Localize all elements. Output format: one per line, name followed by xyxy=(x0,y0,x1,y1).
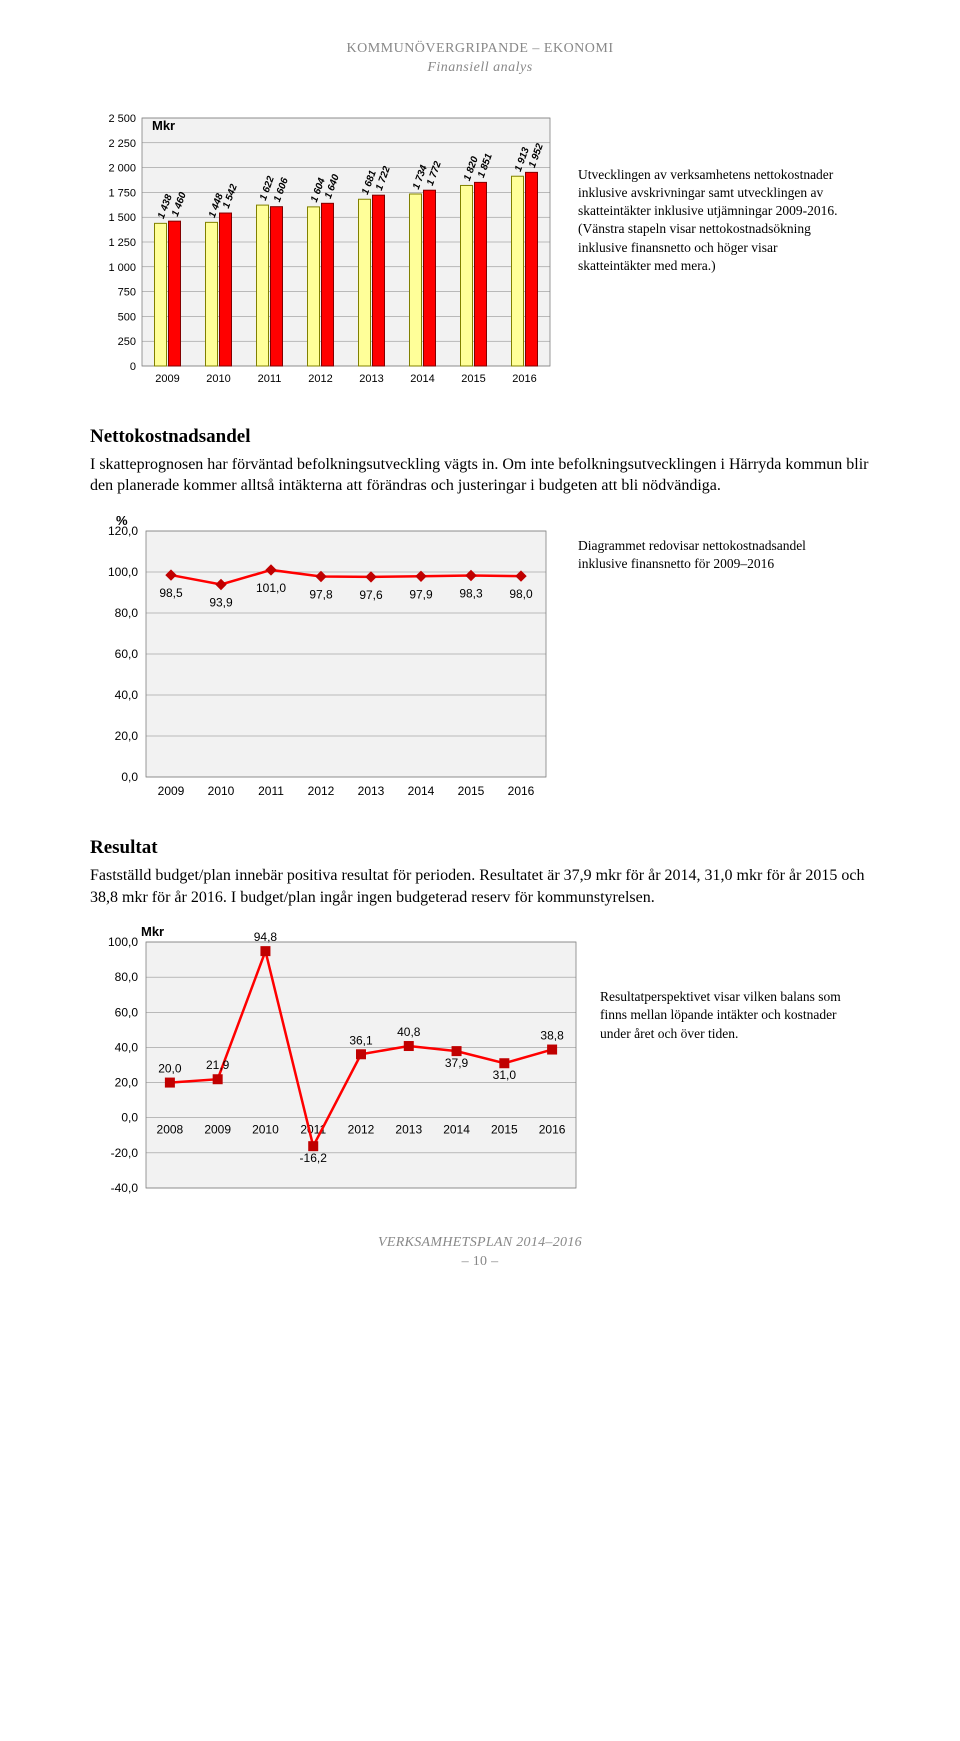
svg-text:2016: 2016 xyxy=(512,373,536,385)
svg-text:20,0: 20,0 xyxy=(115,1076,139,1090)
header-line1: KOMMUNÖVERGRIPANDE – EKONOMI xyxy=(90,40,870,59)
svg-text:98,3: 98,3 xyxy=(459,586,483,600)
svg-text:37,9: 37,9 xyxy=(445,1056,469,1070)
svg-text:2009: 2009 xyxy=(158,784,185,798)
svg-text:2016: 2016 xyxy=(539,1123,566,1137)
resultat-heading: Resultat xyxy=(90,837,870,859)
svg-text:2015: 2015 xyxy=(491,1123,518,1137)
chart2-caption: Diagrammet redovisar nettokostnadsandel … xyxy=(578,507,848,573)
svg-text:2012: 2012 xyxy=(308,373,332,385)
svg-text:80,0: 80,0 xyxy=(115,606,139,620)
svg-text:20,0: 20,0 xyxy=(158,1062,182,1076)
svg-text:0,0: 0,0 xyxy=(121,1111,138,1125)
svg-text:98,5: 98,5 xyxy=(159,586,183,600)
svg-text:2015: 2015 xyxy=(458,784,485,798)
chart2-row: 0,020,040,060,080,0100,0120,0%2009201020… xyxy=(90,507,870,807)
svg-text:2011: 2011 xyxy=(258,373,282,385)
svg-text:2014: 2014 xyxy=(408,784,435,798)
svg-text:2013: 2013 xyxy=(359,373,383,385)
svg-text:2014: 2014 xyxy=(443,1123,470,1137)
chart1: 0 250 500 750 1 000 1 250 1 500 1 750 2 000 2 250… xyxy=(90,106,560,396)
chart3-caption: Resultatperspektivet visar vilken balans… xyxy=(600,918,870,1043)
svg-text:-40,0: -40,0 xyxy=(111,1181,139,1195)
svg-text:98,0: 98,0 xyxy=(509,587,533,601)
svg-text:2 250: 2 250 xyxy=(108,138,136,150)
svg-text:2014: 2014 xyxy=(410,373,434,385)
svg-text:97,8: 97,8 xyxy=(309,587,333,601)
svg-text:20,0: 20,0 xyxy=(115,729,139,743)
chart3-row: -40,0 -20,0 0,0 20,0 40,0 60,0 80,0 100,0Mkr 200… xyxy=(90,918,870,1198)
svg-text:0,0: 0,0 xyxy=(121,770,138,784)
chart2: 0,020,040,060,080,0100,0120,0%2009201020… xyxy=(90,507,560,807)
svg-text:101,0: 101,0 xyxy=(256,581,286,595)
chart1-row: 0 250 500 750 1 000 1 250 1 500 1 750 2 000 2 250… xyxy=(90,106,870,396)
svg-text:21,9: 21,9 xyxy=(206,1058,230,1072)
chart1-caption: Utvecklingen av verksamhetens netto­kost… xyxy=(578,106,848,275)
svg-text:2009: 2009 xyxy=(204,1123,231,1137)
svg-text:2012: 2012 xyxy=(308,784,335,798)
svg-text:250: 250 xyxy=(118,336,136,348)
svg-text:2015: 2015 xyxy=(461,373,485,385)
svg-text:500: 500 xyxy=(118,311,136,323)
svg-text:2016: 2016 xyxy=(508,784,535,798)
svg-text:93,9: 93,9 xyxy=(209,595,233,609)
svg-text:2 000: 2 000 xyxy=(108,162,136,174)
footer-line2: – 10 – xyxy=(90,1253,870,1272)
page-footer: VERKSAMHETSPLAN 2014–2016 – 10 – xyxy=(90,1234,870,1272)
svg-text:100,0: 100,0 xyxy=(108,565,138,579)
svg-text:1 250: 1 250 xyxy=(108,237,136,249)
svg-text:-16,2: -16,2 xyxy=(300,1151,328,1165)
svg-text:1 750: 1 750 xyxy=(108,187,136,199)
svg-text:31,0: 31,0 xyxy=(493,1068,517,1082)
svg-text:2013: 2013 xyxy=(358,784,385,798)
svg-text:750: 750 xyxy=(118,286,136,298)
svg-text:38,8: 38,8 xyxy=(540,1029,564,1043)
svg-text:2 500: 2 500 xyxy=(108,113,136,125)
svg-text:80,0: 80,0 xyxy=(115,970,139,984)
svg-text:40,8: 40,8 xyxy=(397,1025,421,1039)
svg-text:%: % xyxy=(116,513,128,528)
nettokostnad-heading: Nettokostnadsandel xyxy=(90,426,870,448)
svg-text:Mkr: Mkr xyxy=(141,924,164,939)
svg-text:2009: 2009 xyxy=(155,373,179,385)
svg-text:94,8: 94,8 xyxy=(254,930,278,944)
svg-text:2010: 2010 xyxy=(206,373,230,385)
svg-text:2012: 2012 xyxy=(348,1123,375,1137)
svg-text:60,0: 60,0 xyxy=(115,1005,139,1019)
svg-text:40,0: 40,0 xyxy=(115,1041,139,1055)
resultat-para: Fastställd budget/plan innebär positiva … xyxy=(90,865,870,908)
svg-text:2008: 2008 xyxy=(157,1123,184,1137)
svg-text:100,0: 100,0 xyxy=(108,935,138,949)
svg-text:36,1: 36,1 xyxy=(349,1033,373,1047)
svg-text:0: 0 xyxy=(130,361,136,373)
nettokostnad-para: I skatteprognosen har förväntad befolkni… xyxy=(90,454,870,497)
svg-text:-20,0: -20,0 xyxy=(111,1146,139,1160)
svg-text:1 000: 1 000 xyxy=(108,262,136,274)
svg-text:2010: 2010 xyxy=(252,1123,279,1137)
svg-text:2013: 2013 xyxy=(395,1123,422,1137)
chart3: -40,0 -20,0 0,0 20,0 40,0 60,0 80,0 100,0Mkr 200… xyxy=(90,918,582,1198)
svg-text:97,9: 97,9 xyxy=(409,587,433,601)
svg-text:Mkr: Mkr xyxy=(152,118,175,133)
header-line2: Finansiell analys xyxy=(90,59,870,78)
svg-text:2010: 2010 xyxy=(208,784,235,798)
svg-text:1 500: 1 500 xyxy=(108,212,136,224)
svg-text:60,0: 60,0 xyxy=(115,647,139,661)
footer-line1: VERKSAMHETSPLAN 2014–2016 xyxy=(90,1234,870,1253)
svg-text:40,0: 40,0 xyxy=(115,688,139,702)
svg-text:97,6: 97,6 xyxy=(359,588,383,602)
svg-text:2011: 2011 xyxy=(258,784,284,798)
page-header: KOMMUNÖVERGRIPANDE – EKONOMI Finansiell … xyxy=(90,40,870,78)
